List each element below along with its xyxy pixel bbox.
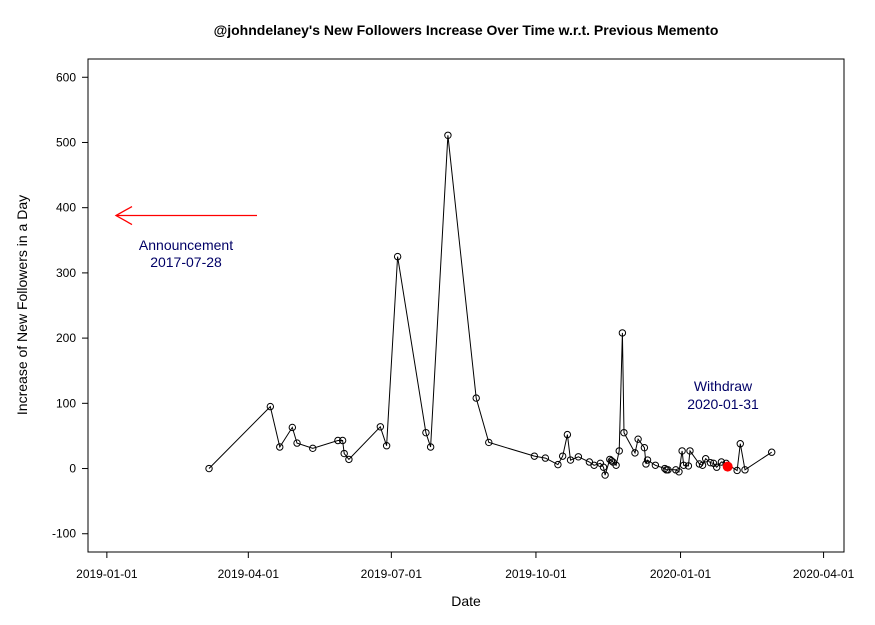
data-point — [607, 457, 616, 465]
y-tick-label: 500 — [56, 135, 76, 149]
data-point — [205, 464, 213, 473]
data-point — [643, 456, 652, 464]
data-point — [422, 428, 430, 437]
data-point — [618, 329, 627, 337]
x-tick-label: 2019-04-01 — [218, 567, 280, 581]
data-point — [554, 460, 562, 469]
announcement-label: Announcement — [139, 237, 233, 253]
data-point — [444, 131, 452, 139]
data-point — [612, 461, 620, 469]
data-point — [376, 423, 385, 431]
withdraw-label: Withdraw — [694, 378, 753, 394]
data-point — [566, 456, 575, 464]
arrow-head — [114, 205, 133, 226]
data-point — [382, 442, 391, 450]
data-series — [205, 131, 776, 479]
highlight-point — [722, 461, 733, 472]
data-point — [631, 449, 639, 457]
data-point — [675, 468, 683, 476]
red-arrow — [114, 205, 257, 226]
data-point — [679, 461, 688, 469]
x-axis: 2019-01-01 2019-04-01 2019-07-01 2019-10-01… — [76, 551, 855, 581]
y-tick-label: 100 — [56, 396, 76, 410]
x-tick-label: 2019-07-01 — [361, 567, 423, 581]
x-axis-title: Date — [451, 593, 481, 609]
data-point — [599, 463, 608, 471]
data-point — [485, 438, 493, 447]
data-point — [340, 449, 348, 458]
data-point — [541, 454, 550, 462]
data-point — [574, 453, 583, 461]
y-tick-label: 300 — [56, 266, 76, 280]
data-point — [266, 402, 275, 411]
x-tick-label: 2019-01-01 — [76, 567, 138, 581]
data-point — [664, 466, 672, 474]
data-point — [345, 455, 353, 464]
data-point — [426, 443, 435, 451]
y-tick-label: -100 — [52, 527, 76, 541]
x-tick-label: 2020-01-01 — [650, 567, 712, 581]
data-point — [293, 439, 301, 447]
data-point — [563, 430, 572, 439]
announcement-date: 2017-07-28 — [150, 254, 222, 270]
data-point — [733, 466, 741, 475]
data-point — [309, 444, 317, 453]
data-point — [334, 436, 342, 445]
data-point — [712, 463, 721, 471]
data-point — [686, 447, 694, 455]
data-point — [615, 447, 623, 455]
data-point — [558, 452, 567, 460]
x-tick-label: 2020-04-01 — [793, 567, 855, 581]
data-point — [601, 471, 609, 479]
withdraw-date: 2020-01-31 — [687, 396, 759, 412]
data-point — [678, 447, 686, 455]
y-axis-title: Increase of New Followers in a Day — [14, 195, 30, 415]
data-point — [651, 461, 660, 469]
data-point — [640, 443, 649, 452]
data-point — [530, 452, 539, 460]
y-tick-label: 200 — [56, 331, 76, 345]
x-tick-label: 2019-10-01 — [505, 567, 567, 581]
data-point — [288, 423, 297, 432]
data-point — [338, 436, 347, 445]
data-point — [276, 443, 284, 451]
data-point — [717, 458, 726, 466]
data-point — [768, 448, 776, 456]
y-tick-label: 600 — [56, 70, 76, 84]
data-point — [741, 466, 749, 474]
y-tick-label: 0 — [69, 462, 76, 476]
data-point — [736, 440, 744, 448]
y-tick-label: 400 — [56, 201, 76, 215]
data-point — [642, 460, 650, 468]
data-point — [634, 435, 642, 443]
chart-title: @johndelaney's New Followers Increase Ov… — [214, 22, 719, 38]
data-point — [620, 428, 628, 437]
data-point — [706, 458, 715, 467]
data-point — [701, 455, 710, 463]
y-axis: -100 0 100 200 300 400 500 600 — [52, 70, 89, 541]
data-point — [393, 252, 402, 261]
data-points — [205, 131, 776, 479]
data-point — [684, 462, 693, 470]
data-point — [472, 394, 480, 402]
data-point — [698, 461, 707, 469]
